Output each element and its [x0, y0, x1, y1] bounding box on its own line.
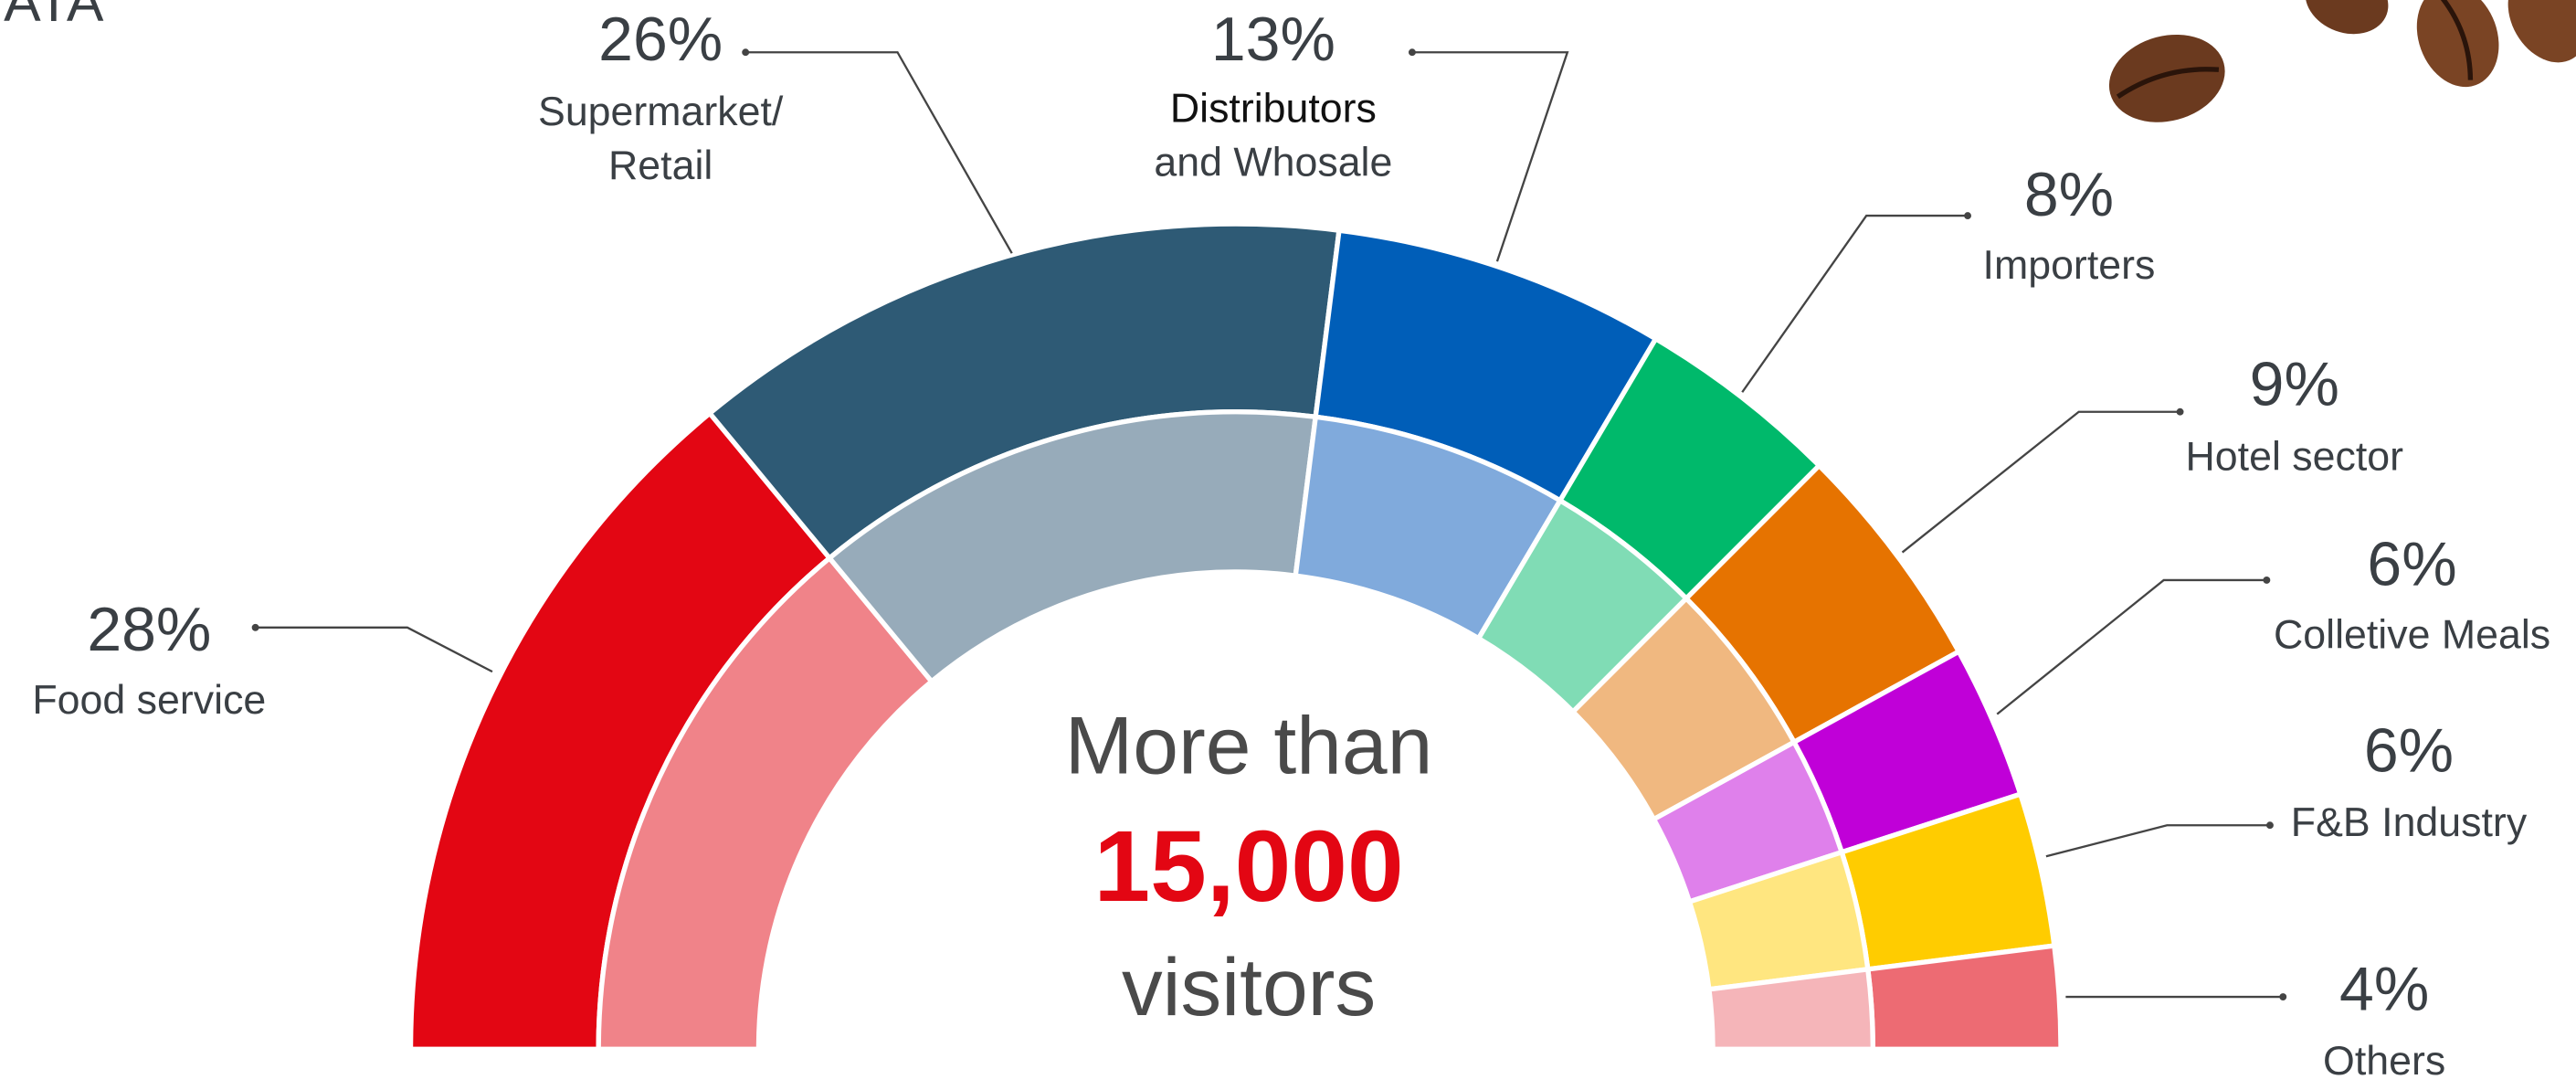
leader-dot [742, 48, 749, 56]
value-label: 6% [2367, 529, 2456, 598]
leader-line [1742, 216, 1968, 392]
leader-dot [2263, 577, 2270, 584]
value-label: 13% [1211, 5, 1336, 74]
leader-line [256, 628, 492, 672]
title-fragment: ATA [4, 0, 104, 33]
leader-line [745, 52, 1012, 253]
value-label: 4% [2339, 954, 2429, 1023]
center-number: 15,000 [1094, 810, 1404, 923]
leader-dot [2266, 821, 2274, 829]
leader-dot [2177, 408, 2184, 416]
center-line1: More than [1065, 699, 1433, 790]
leader-line [1412, 52, 1568, 261]
category-label: Food service [32, 678, 266, 723]
center-line2: visitors [1122, 941, 1376, 1032]
leader-dot [2279, 993, 2286, 1000]
category-label: Colletive Meals [2274, 612, 2550, 657]
value-label: 26% [598, 5, 723, 74]
leader-line [1997, 580, 2266, 714]
value-label: 9% [2250, 350, 2339, 419]
category-label: and Whosale [1154, 140, 1392, 185]
category-label: Hotel sector [2186, 434, 2404, 479]
leader-line [2046, 825, 2270, 856]
value-label: 28% [87, 595, 211, 664]
category-label: Supermarket/ [538, 90, 784, 134]
leader-dot [252, 624, 259, 631]
chart: ATA 28% Food service 26% Supermarket/Retail… [0, 0, 2576, 1090]
coffee-beans [2099, 0, 2576, 134]
value-label: 8% [2024, 160, 2114, 229]
leader-dot [1409, 48, 1416, 56]
category-label: Distributors [1170, 86, 1377, 131]
category-label: F&B Industry [2291, 800, 2528, 845]
category-label: Importers [1983, 243, 2156, 288]
category-label: Retail [608, 143, 713, 188]
category-label: Others [2323, 1039, 2445, 1084]
value-label: 6% [2364, 715, 2454, 785]
leader-line [1903, 412, 2180, 553]
leader-dot [1964, 212, 1971, 219]
